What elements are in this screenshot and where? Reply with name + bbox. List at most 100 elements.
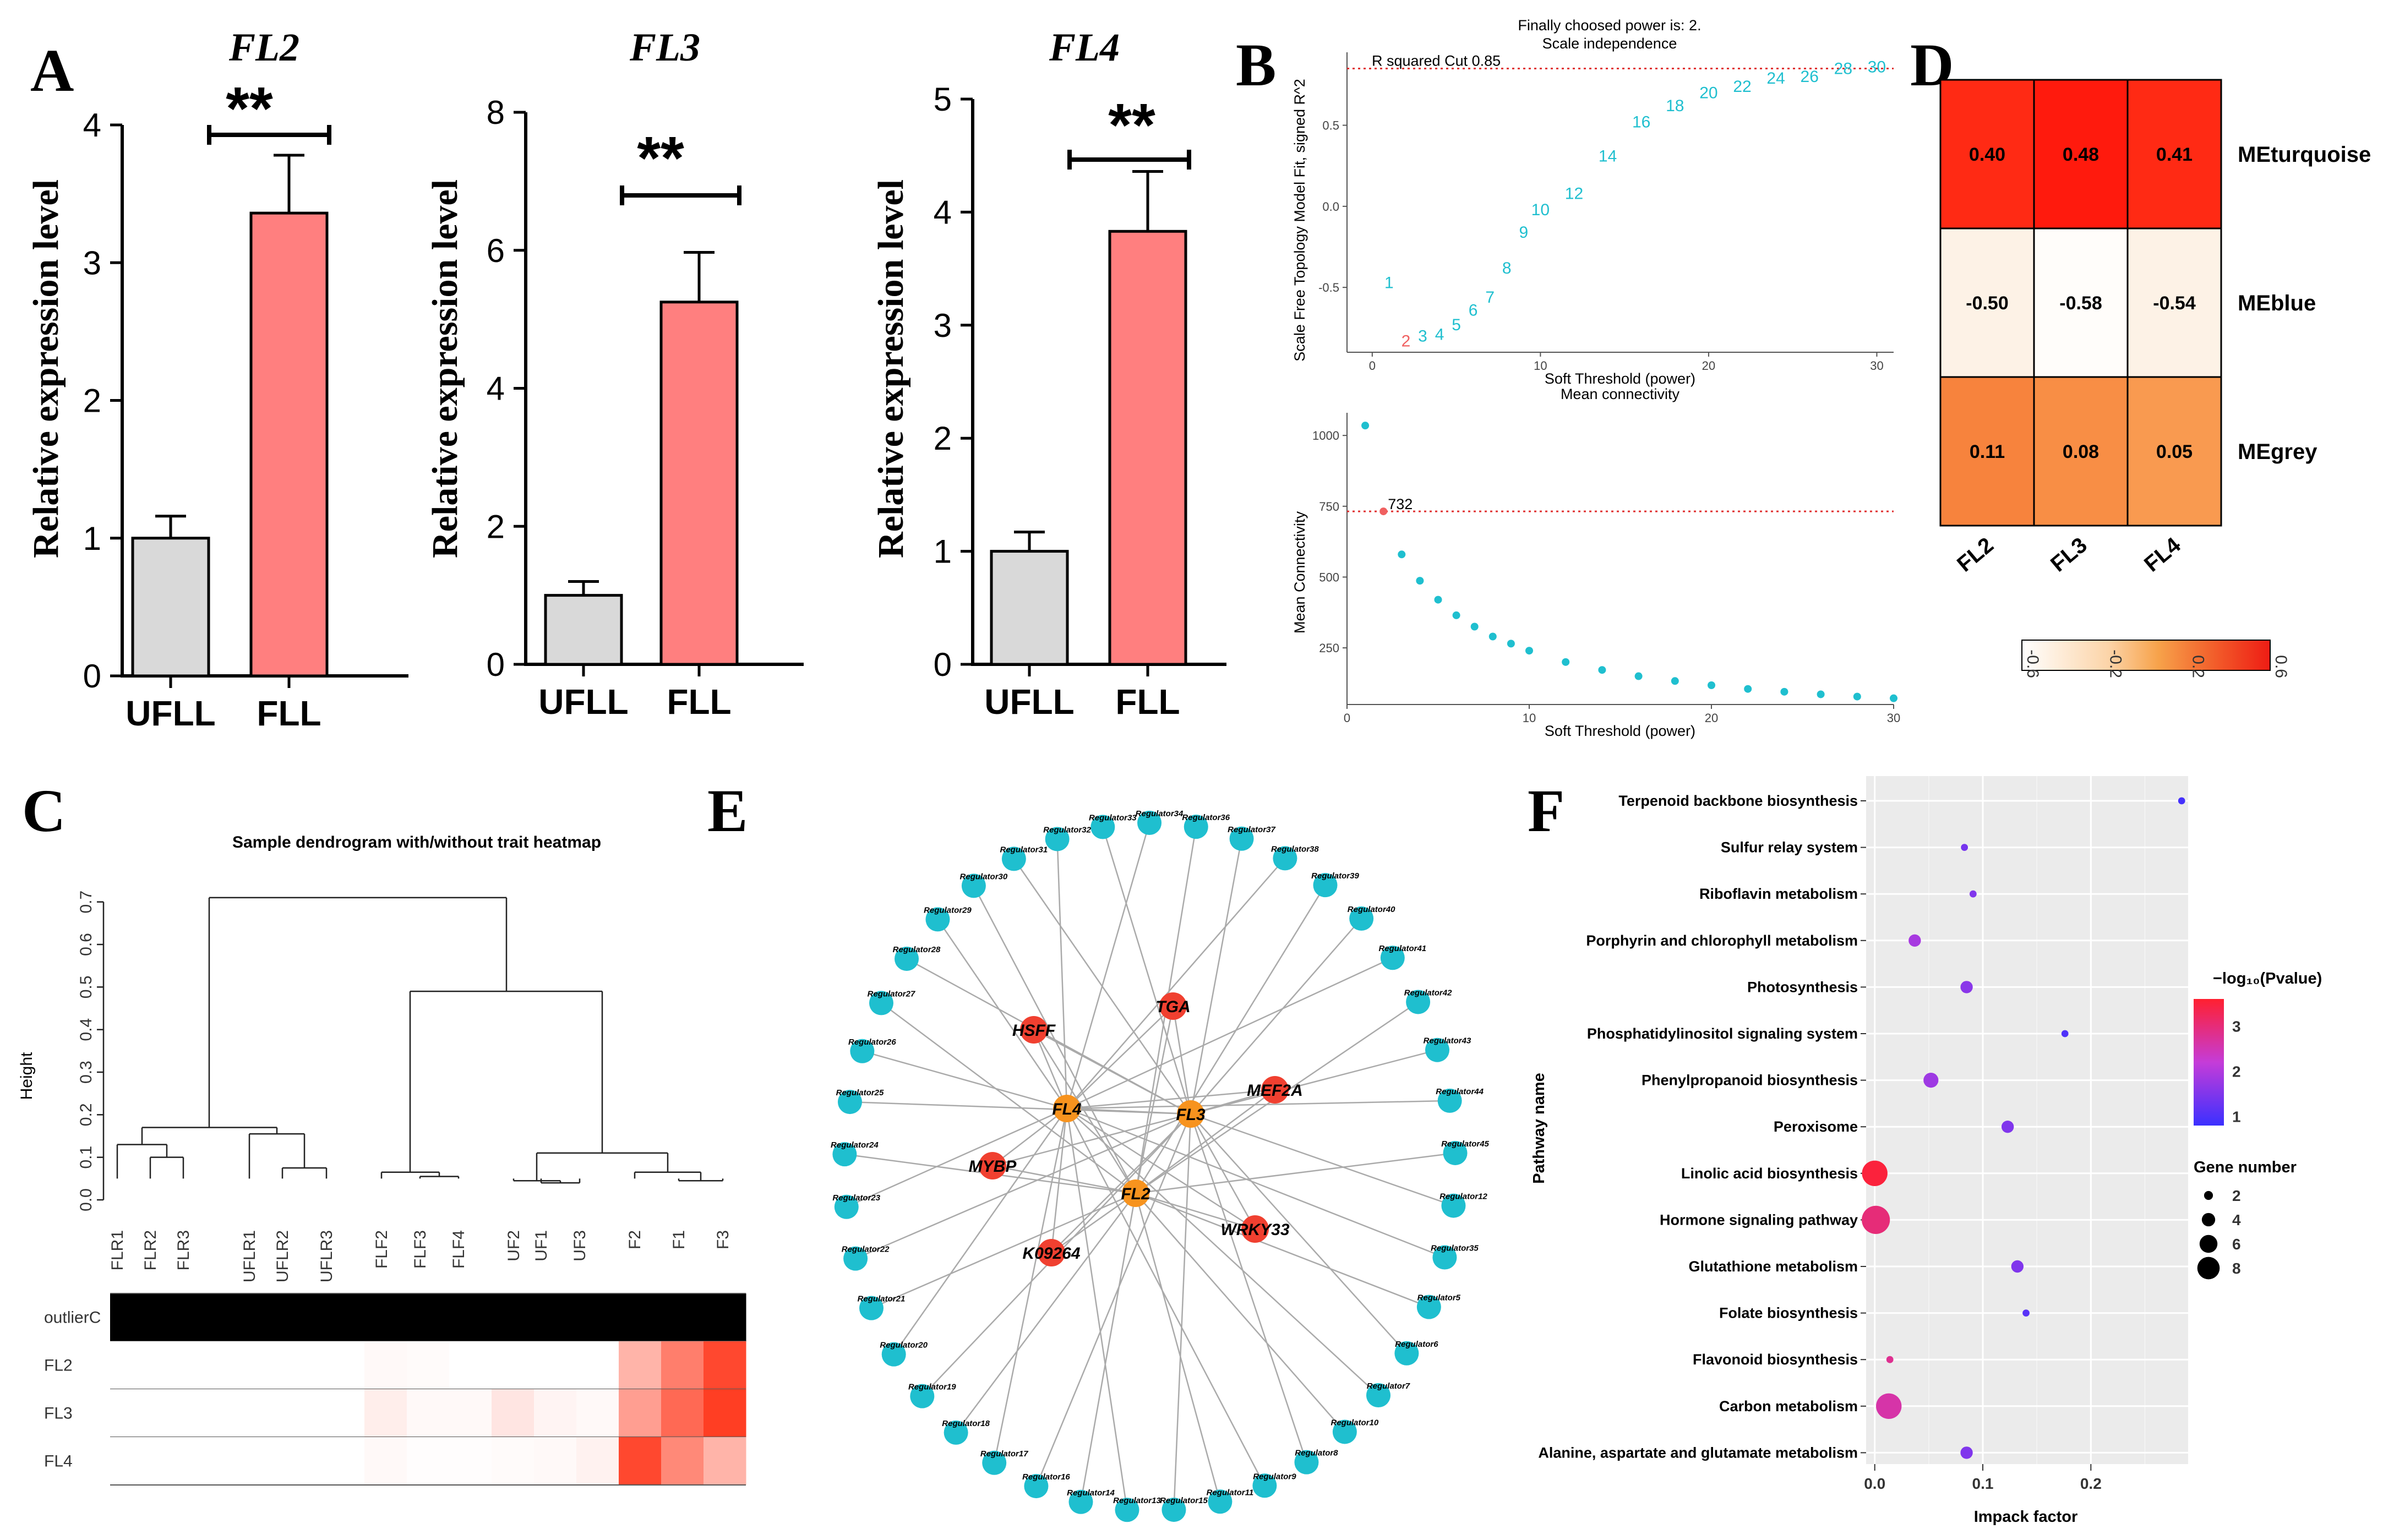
regulator-node xyxy=(1184,815,1208,839)
trait-cell xyxy=(704,1341,746,1389)
y-tick-label: 2 xyxy=(934,420,952,457)
hub-label: MEF2A xyxy=(1247,1082,1303,1100)
trait-label: FL3 xyxy=(2046,533,2092,576)
b1-x-label: Soft Threshold (power) xyxy=(1545,370,1695,387)
trait-cell xyxy=(704,1293,746,1341)
regulator-label: Regulator22 xyxy=(842,1245,890,1254)
pathway-label: Phosphatidylinositol signaling system xyxy=(1587,1025,1858,1042)
regulator-label: Regulator44 xyxy=(1436,1087,1484,1096)
x-tick-label: 10 xyxy=(1534,359,1547,373)
x-tick-label: 0 xyxy=(1344,711,1350,725)
hub-label: TGA xyxy=(1155,998,1190,1016)
trait-cell xyxy=(576,1293,619,1341)
y-tick-label: 4 xyxy=(934,194,952,231)
trait-cell xyxy=(661,1437,704,1485)
sample-label: UF2 xyxy=(505,1230,523,1262)
pathway-bubble xyxy=(2022,1309,2030,1317)
bar-fll xyxy=(659,301,739,666)
regulator-node xyxy=(1332,1419,1357,1444)
size-legend-dot xyxy=(2197,1257,2220,1280)
hub-label: K09264 xyxy=(1022,1244,1080,1263)
trait-cell xyxy=(110,1389,153,1437)
mean-connectivity-plot: 250 500 750 1000 0 10 20 30 732 xyxy=(1312,413,1900,725)
panel-label-b: B xyxy=(1236,31,1276,99)
bar-chart-fl3: FL3 Relative expression level 0 2 4 6 8 UFLL F… xyxy=(425,25,804,722)
bar-fll xyxy=(1108,230,1187,666)
heatmap-cell xyxy=(1939,227,2035,378)
x-tick-label: 20 xyxy=(1705,711,1718,725)
power-point: 18 xyxy=(1666,97,1684,115)
sample-label: UF3 xyxy=(571,1230,589,1262)
trait-cell xyxy=(492,1437,535,1485)
hub-node xyxy=(979,1152,1006,1179)
trait-cell xyxy=(152,1293,195,1341)
module-label: MEblue xyxy=(2238,291,2316,315)
regulator-node xyxy=(1115,1498,1139,1522)
trait-cell xyxy=(110,1437,153,1485)
regulator-label: Regulator42 xyxy=(1404,988,1452,997)
bar-chart-fl2: FL2 Relative expression level 0 1 2 3 4 UFLL F… xyxy=(26,25,408,733)
regulator-label: Regulator25 xyxy=(836,1088,884,1097)
power-point: 26 xyxy=(1801,68,1819,86)
pathway-bubble xyxy=(2061,1030,2069,1037)
trait-cell xyxy=(237,1437,280,1485)
hub-label: FL3 xyxy=(1176,1106,1206,1124)
regulator-node xyxy=(834,1194,859,1219)
y-tick-label: 1 xyxy=(934,533,952,570)
y-tick-label: 3 xyxy=(83,244,101,281)
network-edge xyxy=(1066,957,1393,1110)
y-tick-label: 4 xyxy=(487,370,505,407)
regulator-node xyxy=(1273,846,1297,871)
pathway-bubble xyxy=(1862,1160,1888,1186)
trait-cell xyxy=(704,1389,746,1437)
pathway-bubble xyxy=(1960,981,1973,993)
hub-node xyxy=(1020,1016,1048,1044)
impact-axis-label: Impack factor xyxy=(1974,1508,2078,1526)
network-edge xyxy=(955,1193,1136,1433)
hub-node xyxy=(1053,1095,1081,1122)
axes: 0 1 2 3 4 UFLL FLL xyxy=(83,107,408,733)
trait-cell xyxy=(576,1389,619,1437)
sample-label: FLR1 xyxy=(108,1230,127,1270)
pathway-label: Riboflavin metabolism xyxy=(1699,886,1858,902)
y-tick-label: 0.5 xyxy=(1322,119,1339,133)
network-edge xyxy=(1013,858,1192,1115)
regulator-node xyxy=(1001,847,1026,871)
connectivity-point xyxy=(1379,507,1388,516)
pathway-bubble xyxy=(1862,1205,1890,1234)
network-edge xyxy=(1066,1108,1266,1486)
trait-cell xyxy=(576,1341,619,1389)
cell-value: 0.41 xyxy=(2156,144,2193,165)
network-edge xyxy=(992,1165,1136,1194)
connectivity-point xyxy=(1853,692,1861,701)
trait-cell xyxy=(492,1389,535,1437)
regulator-node xyxy=(1208,1489,1233,1514)
hub-node xyxy=(1261,1076,1289,1104)
network-edge xyxy=(1135,1193,1345,1433)
x-tick-label: 20 xyxy=(1702,359,1715,373)
power-point: 12 xyxy=(1565,184,1583,203)
connectivity-point xyxy=(1398,550,1406,559)
trait-cell xyxy=(619,1341,662,1389)
x-tick-label: 30 xyxy=(1870,359,1883,373)
regulator-label: Regulator40 xyxy=(1348,905,1395,914)
category-label: UFLL xyxy=(538,682,629,722)
network-edge xyxy=(1190,918,1362,1115)
network-edge xyxy=(881,1002,1136,1194)
y-tick-label: -0.5 xyxy=(1318,281,1339,294)
network-edge xyxy=(1190,1113,1256,1230)
cell-value: 0.48 xyxy=(2063,144,2099,165)
network-edge xyxy=(1066,822,1150,1109)
chart-title-fl2: FL2 xyxy=(228,25,299,69)
network-edge xyxy=(893,1108,1068,1355)
network-edge xyxy=(1056,839,1068,1109)
network-edge xyxy=(992,1108,1067,1166)
regulator-node xyxy=(944,1420,968,1445)
trait-cell xyxy=(237,1389,280,1437)
y-tick-label: 0 xyxy=(487,646,505,683)
sample-label: FLF3 xyxy=(411,1230,429,1269)
pathway-label: Flavonoid biosynthesis xyxy=(1693,1351,1858,1368)
trait-cell xyxy=(280,1341,323,1389)
category-label: UFLL xyxy=(984,682,1075,722)
regulator-label: Regulator34 xyxy=(1136,809,1184,818)
